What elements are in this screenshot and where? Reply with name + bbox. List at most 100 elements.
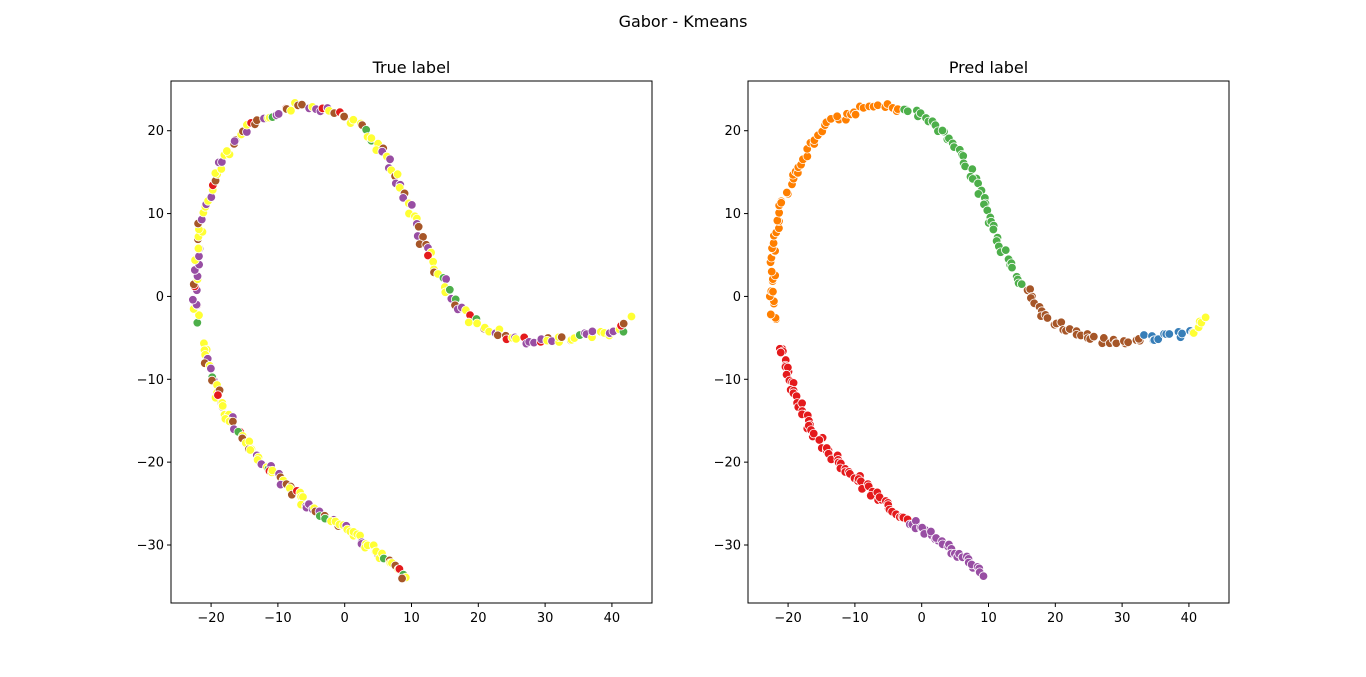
scatter-point (339, 111, 349, 122)
scatter-point (286, 105, 296, 116)
x-tick-label: 40 (1181, 611, 1198, 626)
scatter-point (1153, 334, 1163, 344)
scatter-point (188, 295, 198, 305)
scatter-point (493, 330, 503, 340)
scatter-point (397, 573, 407, 584)
x-tick-label: 10 (403, 611, 420, 626)
scatter-point (587, 326, 598, 337)
scatter-point (193, 243, 204, 254)
panel-title: True label (372, 58, 451, 77)
scatter-points (765, 99, 1211, 581)
scatter-point (392, 169, 403, 179)
scatter-point (832, 111, 842, 122)
scatter-point (618, 318, 629, 329)
x-tick-label: 0 (341, 611, 349, 626)
scatter-point (967, 164, 977, 174)
scatter-point (413, 222, 424, 232)
pred-label-panel: Pred label −20 −10 0 10 20 30 40 −30 −20 −10 0 10 20 (714, 58, 1230, 626)
scatter-point (398, 193, 408, 203)
y-tick-label: 0 (733, 290, 741, 305)
x-tick-label: 30 (1114, 611, 1131, 626)
scatter-point (472, 318, 482, 329)
x-tick-label: −10 (841, 611, 868, 626)
scatter-points (188, 98, 637, 584)
scatter-point (511, 334, 521, 344)
scatter-point (366, 133, 377, 143)
y-tick-label: −30 (137, 539, 164, 554)
scatter-point (626, 311, 637, 322)
x-tick-label: 20 (470, 611, 487, 626)
scatter-point (814, 435, 825, 445)
scatter-point (850, 109, 861, 120)
scatter-point (797, 398, 807, 408)
scatter-point (782, 187, 792, 198)
scatter-point (1099, 333, 1109, 343)
y-tick-label: 20 (724, 124, 741, 139)
scatter-point (194, 310, 204, 320)
scatter-point (1042, 313, 1053, 323)
scatter-point (809, 428, 819, 439)
x-tick-label: −10 (264, 611, 291, 626)
x-tick-label: 30 (537, 611, 554, 626)
scatter-point (903, 106, 913, 116)
scatter-point (556, 332, 567, 342)
y-tick-label: −20 (714, 456, 741, 471)
scatter-point (228, 416, 238, 427)
x-tick-label: −20 (774, 611, 801, 626)
scatter-point (445, 285, 455, 295)
scatter-point (772, 215, 783, 226)
scatter-point (1089, 331, 1099, 342)
y-tick-label: −20 (137, 456, 164, 471)
y-tick-label: 20 (147, 124, 164, 139)
x-tick-label: 10 (980, 611, 997, 626)
y-tick-label: −30 (714, 539, 741, 554)
y-tick-label: −10 (714, 373, 741, 388)
scatter-point (273, 109, 284, 119)
scatter-point (385, 154, 395, 165)
scatter-point (937, 125, 948, 136)
figure-suptitle: Gabor - Kmeans (619, 12, 748, 31)
scatter-point (768, 286, 778, 297)
y-tick-label: −10 (137, 373, 164, 388)
scatter-point (245, 445, 255, 455)
scatter-point (1017, 279, 1027, 289)
scatter-point (766, 309, 776, 320)
scatter-point (1200, 312, 1211, 323)
x-tick-label: 40 (604, 611, 621, 626)
scatter-point (1056, 317, 1066, 327)
scatter-point (192, 318, 203, 328)
y-tick-label: 10 (724, 207, 741, 222)
scatter-point (1007, 262, 1017, 273)
scatter-point (776, 198, 786, 208)
y-tick-label: 10 (147, 207, 164, 222)
scatter-point (348, 115, 359, 125)
scatter-point (441, 274, 451, 284)
panel-title: Pred label (949, 58, 1028, 77)
scatter-point (767, 266, 777, 277)
scatter-point (1164, 329, 1175, 339)
scatter-point (1123, 337, 1133, 347)
scatter-point (222, 146, 232, 156)
scatter-point (423, 250, 433, 261)
scatter-point (218, 401, 228, 411)
scatter-point (1177, 328, 1187, 339)
scatter-point (229, 136, 240, 146)
scatter-point (206, 363, 216, 374)
scatter-point (244, 436, 254, 447)
scatter-point (1001, 245, 1011, 255)
scatter-point (776, 347, 786, 358)
scatter-point (978, 571, 989, 581)
x-tick-label: 0 (918, 611, 926, 626)
x-tick-label: 20 (1047, 611, 1064, 626)
x-tick-label: −20 (197, 611, 224, 626)
scatter-point (926, 526, 936, 537)
scatter-point (1139, 330, 1149, 340)
scatter-point (298, 492, 308, 502)
scatter-point (213, 390, 223, 400)
true-label-panel: True label −20 −10 0 10 20 30 40 −30 −20 −10 0 10 20 (137, 58, 653, 626)
y-tick-label: 0 (156, 290, 164, 305)
scatter-point (988, 224, 999, 235)
scatter-point (407, 200, 417, 210)
axes-frame (170, 80, 653, 604)
